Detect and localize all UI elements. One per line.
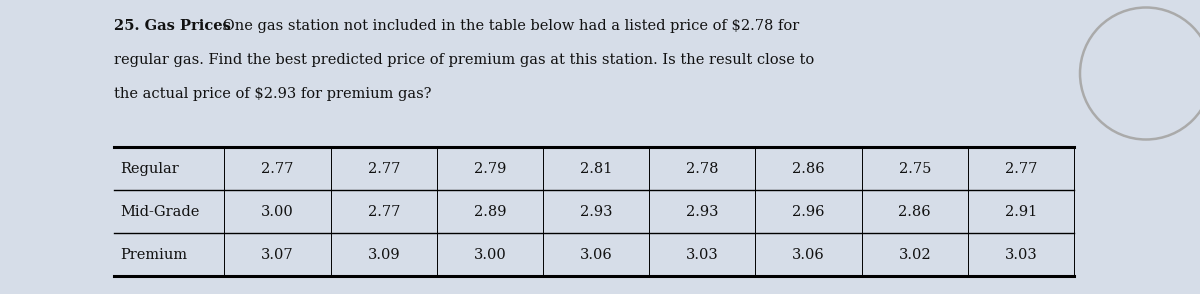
Text: 2.96: 2.96 (792, 205, 824, 219)
Text: 3.06: 3.06 (580, 248, 612, 262)
Text: 2.91: 2.91 (1004, 205, 1037, 219)
Text: 3.03: 3.03 (1004, 248, 1037, 262)
Text: 2.77: 2.77 (367, 205, 400, 219)
Text: 2.77: 2.77 (1004, 162, 1037, 176)
Text: 2.86: 2.86 (792, 162, 824, 176)
Text: 3.00: 3.00 (474, 248, 506, 262)
Text: 2.81: 2.81 (580, 162, 612, 176)
Text: One gas station not included in the table below had a listed price of $2.78 for: One gas station not included in the tabl… (218, 19, 799, 33)
Text: 3.06: 3.06 (792, 248, 824, 262)
Text: Mid-Grade: Mid-Grade (120, 205, 199, 219)
Text: 2.93: 2.93 (580, 205, 612, 219)
Text: 2.77: 2.77 (262, 162, 294, 176)
Text: 2.89: 2.89 (474, 205, 506, 219)
Text: 2.86: 2.86 (899, 205, 931, 219)
Text: 2.78: 2.78 (686, 162, 719, 176)
Text: Regular: Regular (120, 162, 179, 176)
Text: 3.03: 3.03 (686, 248, 719, 262)
Text: the actual price of $2.93 for premium gas?: the actual price of $2.93 for premium ga… (114, 87, 432, 101)
Text: 3.09: 3.09 (367, 248, 400, 262)
Text: 3.02: 3.02 (899, 248, 931, 262)
Text: 3.00: 3.00 (262, 205, 294, 219)
Text: regular gas. Find the best predicted price of premium gas at this station. Is th: regular gas. Find the best predicted pri… (114, 53, 815, 67)
Text: 2.77: 2.77 (367, 162, 400, 176)
Text: 25. Gas Prices: 25. Gas Prices (114, 19, 230, 33)
Text: Premium: Premium (120, 248, 187, 262)
Text: 2.75: 2.75 (899, 162, 931, 176)
Text: 3.07: 3.07 (262, 248, 294, 262)
Text: 2.79: 2.79 (474, 162, 506, 176)
Text: 2.93: 2.93 (686, 205, 719, 219)
